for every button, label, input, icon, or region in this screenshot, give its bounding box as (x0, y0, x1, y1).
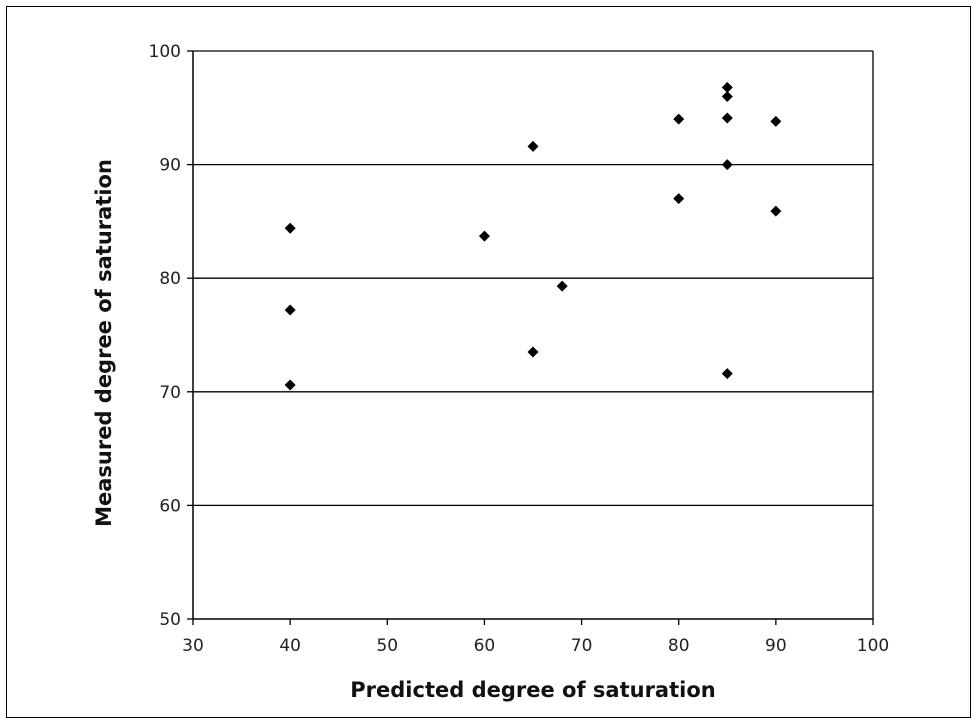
data-point-8 (673, 113, 685, 125)
y-axis-title: Measured degree of saturation (92, 159, 116, 527)
data-point-15 (770, 115, 782, 127)
scatter-chart: 50 60 70 80 90 100 30 40 50 60 70 80 90 100 Predicted… (92, 42, 890, 702)
data-point-14 (721, 368, 733, 380)
data-point-5 (527, 140, 539, 152)
y-tick-label-50: 50 (159, 610, 181, 630)
x-tick-label-90: 90 (765, 636, 787, 656)
x-tick-label-60: 60 (474, 636, 496, 656)
data-point-12 (721, 112, 733, 124)
x-tick-label-40: 40 (279, 636, 301, 656)
data-point-10 (721, 81, 733, 93)
data-point-7 (556, 280, 568, 292)
data-point-6 (527, 346, 539, 358)
data-point-9 (673, 193, 685, 205)
x-axis-title: Predicted degree of saturation (350, 678, 715, 702)
plot-area: 50 60 70 80 90 100 30 40 50 60 70 80 90 100 (149, 42, 890, 656)
chart-frame: 50 60 70 80 90 100 30 40 50 60 70 80 90 100 Predicted… (6, 6, 971, 718)
data-point-13 (721, 159, 733, 171)
data-point-1 (284, 222, 296, 234)
y-tick-label-90: 90 (159, 156, 181, 176)
x-tick-label-80: 80 (668, 636, 690, 656)
data-point-4 (478, 230, 490, 242)
y-tick-label-60: 60 (159, 496, 181, 516)
data-point-16 (770, 205, 782, 217)
data-point-3 (284, 379, 296, 391)
y-tick-label-70: 70 (159, 383, 181, 403)
x-tick-label-70: 70 (571, 636, 593, 656)
x-tick-label-100: 100 (857, 636, 889, 656)
x-tick-label-30: 30 (182, 636, 204, 656)
data-point-11 (721, 90, 733, 102)
data-point-2 (284, 304, 296, 316)
y-tick-label-80: 80 (159, 269, 181, 289)
y-tick-label-100: 100 (149, 42, 181, 62)
x-tick-label-50: 50 (376, 636, 398, 656)
